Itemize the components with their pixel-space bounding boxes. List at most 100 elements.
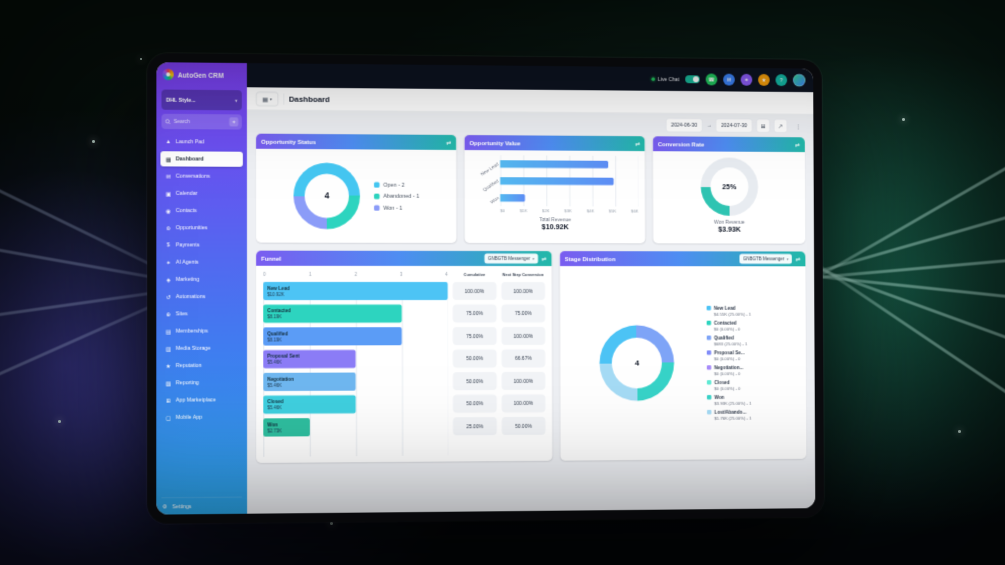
swap-icon[interactable]: ⇄: [795, 141, 800, 149]
funnel-bar-contacted[interactable]: Contacted $8.19K: [263, 304, 402, 323]
sidebar-item-memberships[interactable]: ▤ Memberships: [165, 327, 208, 335]
funnel-next-step-column: Next Step Conversion 100.00% 75.00% 100.…: [501, 272, 546, 455]
chat-icon: ✉: [166, 173, 171, 180]
workspace-switcher[interactable]: DHL Style... ▾: [161, 89, 242, 111]
opportunity-value-chart: New Lead Qualified Won: [464, 150, 645, 243]
sidebar-item-automations[interactable]: ↺ Automations: [165, 293, 206, 300]
date-to-input[interactable]: 2024-07-30: [715, 118, 753, 133]
swap-icon[interactable]: ⇄: [446, 138, 452, 146]
legend-swatch: [706, 305, 711, 311]
funnel-bar-closed[interactable]: Closed $5.46K: [263, 395, 356, 414]
card-title: Conversion Rate: [657, 140, 705, 148]
cumulative-cell: 50.00%: [452, 349, 497, 368]
quick-add-button[interactable]: +: [229, 117, 239, 127]
date-from-input[interactable]: 2024-06-30: [665, 118, 703, 133]
legend-swatch: [374, 204, 380, 211]
swap-icon[interactable]: ⇄: [635, 140, 641, 148]
total-revenue-label: Total Revenue: [539, 216, 572, 223]
sidebar-item-reputation[interactable]: ★ Reputation: [165, 362, 202, 369]
legend-item: Contacted $0 (0.00%) - 0: [706, 320, 799, 331]
sidebar-item-app-marketplace[interactable]: ⊞ App Marketplace: [165, 396, 216, 404]
funnel-bar-new-lead[interactable]: New Lead $10.92K: [263, 281, 448, 301]
card-funnel: Funnel GNBGTB Messenger ▾ ⇄: [256, 250, 553, 463]
ai-assistant-icon[interactable]: ✦: [740, 73, 753, 86]
messages-icon[interactable]: ✉: [723, 73, 735, 86]
legend-item: Proposal Se... $0 (0.00%) - 0: [706, 350, 799, 361]
swap-icon[interactable]: ⇄: [795, 255, 801, 263]
pipeline-select[interactable]: GNBGTB Messenger ▾: [484, 253, 538, 264]
help-icon[interactable]: ?: [775, 74, 788, 87]
stage-distribution-donut: 4: [599, 325, 675, 402]
phone-icon[interactable]: ☎: [705, 73, 718, 86]
sidebar-item-marketing[interactable]: ◈ Marketing: [166, 276, 200, 283]
legend-swatch: [706, 365, 712, 370]
total-revenue-value: $10.92K: [541, 223, 569, 232]
conversion-rate-donut: 25%: [700, 157, 759, 216]
opportunity-status-donut: 4: [293, 162, 361, 230]
brand-logo-icon: [162, 68, 174, 81]
sidebar-item-dashboard[interactable]: ▦ Dashboard: [160, 151, 243, 167]
cumulative-cell: 25.00%: [452, 417, 497, 436]
search-input[interactable]: Search +: [161, 113, 242, 130]
rewards-icon[interactable]: ★: [758, 73, 770, 86]
sidebar-item-launch-pad[interactable]: ▲ Launch Pad: [165, 138, 205, 145]
sidebar-item-conversations[interactable]: ✉ Conversations: [166, 173, 210, 180]
sidebar-item-settings[interactable]: ⚙ Settings: [161, 497, 243, 510]
sidebar: AutoGen CRM DHL Style... ▾ Search +: [156, 62, 248, 515]
profile-avatar[interactable]: [792, 73, 806, 87]
funnel-cumulative-column: Cumulative 100.00% 75.00% 75.00% 50.00% …: [452, 272, 497, 455]
column-header: Next Step Conversion: [502, 272, 544, 277]
funnel-bar-negotiation[interactable]: Negotiation $5.46K: [263, 372, 356, 392]
swap-icon[interactable]: ⇄: [541, 255, 547, 263]
star: [58, 420, 61, 423]
star-icon: ★: [165, 362, 171, 369]
funnel-bar-qualified[interactable]: Qualified $8.19K: [263, 327, 402, 346]
value-bar[interactable]: [500, 159, 609, 169]
pipeline-select[interactable]: GNBGTB Messenger ▾: [739, 253, 792, 264]
mobile-icon: ▢: [165, 414, 171, 421]
report-icon: ▧: [165, 380, 171, 387]
search-icon: [165, 119, 171, 125]
megaphone-icon: ◈: [166, 276, 171, 283]
sidebar-item-sites[interactable]: ⊕ Sites: [165, 310, 188, 318]
won-revenue-label: Won Revenue: [714, 219, 745, 225]
next-step-cell: 100.00%: [501, 326, 546, 345]
calendar-button[interactable]: ⊞: [756, 118, 770, 133]
live-chat-toggle[interactable]: [685, 75, 700, 84]
chevron-down-icon: ▾: [786, 257, 789, 261]
search-placeholder: Search: [173, 118, 190, 125]
sidebar-item-payments[interactable]: $ Payments: [166, 241, 200, 249]
sidebar-item-mobile-app[interactable]: ▢ Mobile App: [165, 414, 203, 421]
card-header: Stage Distribution GNBGTB Messenger ▾ ⇄: [559, 251, 806, 267]
funnel-bar-won[interactable]: Won $2.73K: [263, 418, 310, 437]
funnel-chart: 0 1 2 3 4: [263, 272, 448, 457]
star: [902, 118, 905, 121]
next-step-cell: 66.67%: [501, 349, 546, 368]
card-conversion-rate: Conversion Rate ⇄ 25% Won Revenue: [652, 136, 806, 244]
legend-item: Won $3.93K (25.00%) - 1: [706, 394, 799, 405]
next-step-cell: 50.00%: [501, 416, 546, 436]
won-revenue-value: $3.93K: [718, 225, 741, 234]
dashboard-switcher[interactable]: ▦ ▾: [256, 91, 279, 106]
sidebar-item-ai-agents[interactable]: ✦ AI Agents: [165, 259, 199, 266]
value-bar[interactable]: [500, 176, 614, 185]
live-chat-indicator[interactable]: Live Chat: [651, 76, 679, 82]
sidebar-nav: ▲ Launch Pad ▦ Dashboard ✉ Conversations: [160, 134, 243, 425]
sidebar-item-media-storage[interactable]: ▥ Media Storage: [165, 345, 211, 352]
sidebar-item-contacts[interactable]: ◉ Contacts: [165, 207, 197, 214]
donut-center-value: 4: [324, 190, 330, 201]
share-button[interactable]: ↗: [773, 118, 788, 133]
sidebar-item-opportunities[interactable]: ⊚ Opportunities: [165, 224, 208, 232]
globe-icon: ⊕: [165, 311, 171, 318]
kebab-menu[interactable]: ⋮: [795, 122, 801, 130]
crm-app: AutoGen CRM DHL Style... ▾ Search +: [156, 62, 816, 515]
rocket-icon: ▲: [165, 138, 172, 145]
legend-item: Negotiation... $0 (0.00%) - 0: [706, 364, 799, 376]
funnel-bar-proposal-sent[interactable]: Proposal Sent $5.46K: [263, 349, 356, 369]
value-bar[interactable]: [500, 193, 526, 202]
legend-swatch: [706, 335, 712, 341]
card-stage-distribution: Stage Distribution GNBGTB Messenger ▾ ⇄: [559, 251, 807, 461]
sidebar-item-calendar[interactable]: ▣ Calendar: [165, 190, 198, 197]
sidebar-item-reporting[interactable]: ▧ Reporting: [165, 379, 199, 387]
